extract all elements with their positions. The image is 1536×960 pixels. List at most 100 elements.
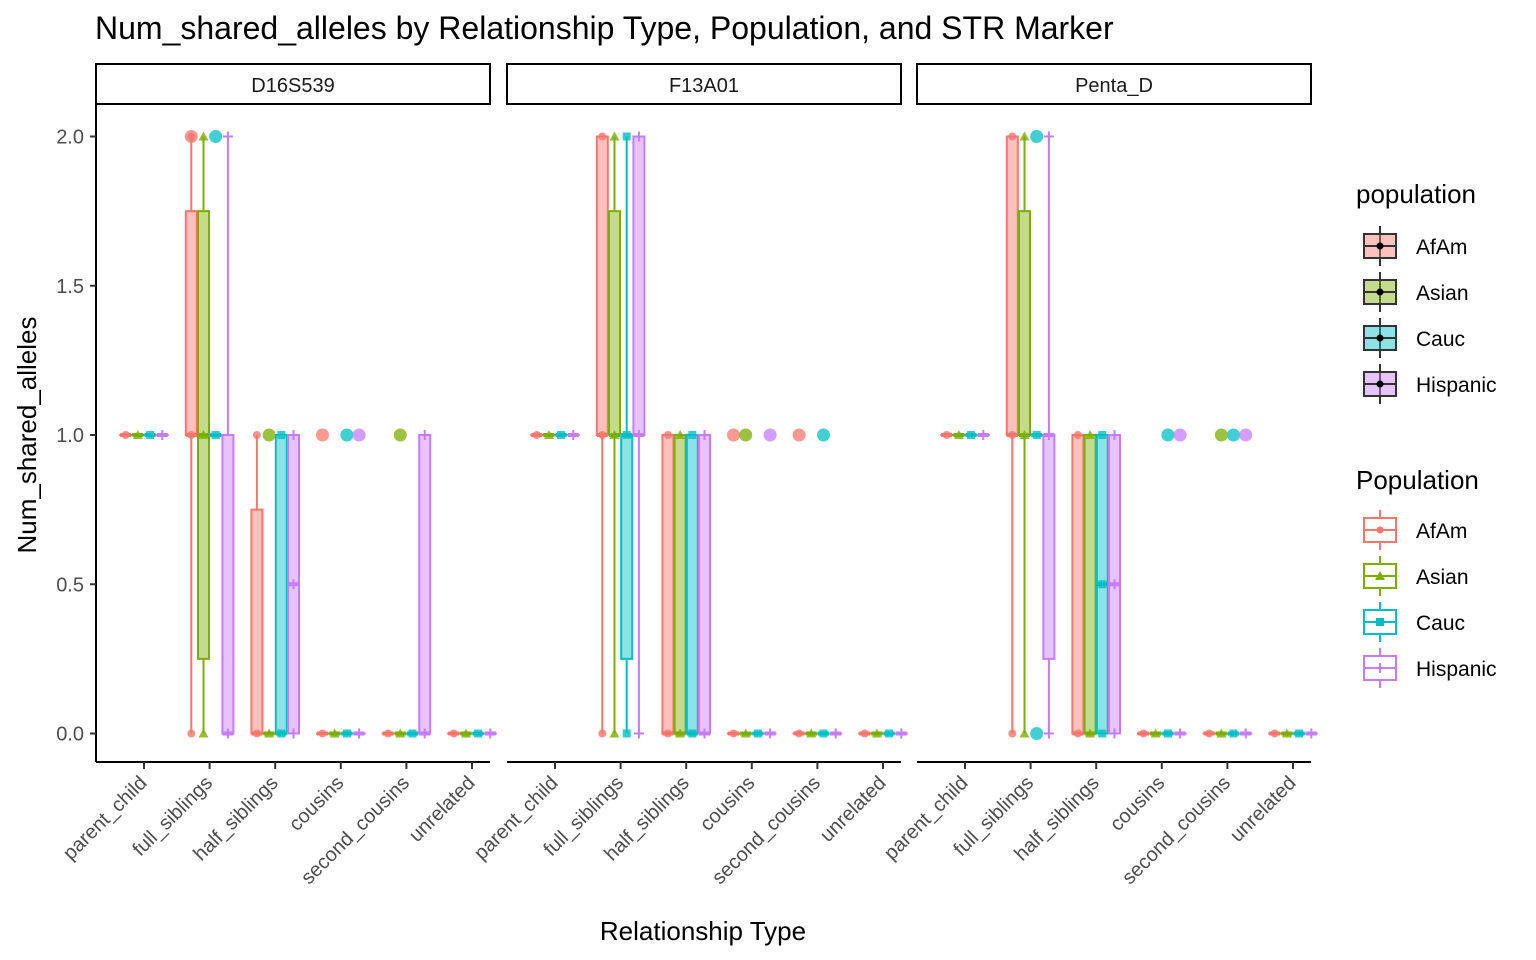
box-Cauc-unrelated (882, 729, 896, 738)
data-point (1229, 729, 1238, 738)
box-Cauc-half_siblings (1095, 431, 1109, 738)
facet-strip (95, 63, 491, 105)
legend-key-point (1376, 334, 1384, 342)
data-point (187, 431, 196, 439)
box-Asian-full_siblings (1018, 131, 1031, 738)
data-point (132, 430, 143, 439)
data-point (146, 431, 155, 439)
box-AfAm-half_siblings (661, 431, 675, 738)
data-point (1163, 729, 1172, 738)
data-point (663, 729, 672, 738)
data-point (277, 729, 286, 738)
box-Asian-second_cousins (804, 728, 818, 738)
data-point (1085, 728, 1096, 738)
data-point (609, 430, 620, 439)
data-point (688, 431, 697, 439)
box-Hispanic-full_siblings (221, 131, 235, 739)
legend-key-point (1375, 571, 1385, 580)
box-body (632, 135, 646, 436)
legend-key-point (1376, 526, 1384, 534)
box-Cauc-half_siblings (274, 431, 288, 738)
outlier-point (352, 428, 366, 442)
data-point (198, 728, 209, 738)
data-point (198, 430, 209, 439)
data-point (598, 431, 607, 439)
box-body (673, 434, 687, 735)
legend-color-label: Hispanic (1416, 658, 1497, 681)
box-Hispanic-cousins (763, 728, 777, 739)
legend: population AfAm Asian Cauc Hispanic Populat… (1356, 179, 1497, 688)
facet-strip-label: Penta_D (1075, 75, 1153, 97)
data-point (1139, 729, 1148, 738)
box-AfAm-cousins (316, 729, 329, 738)
box-body (250, 508, 264, 735)
data-point (598, 132, 607, 141)
outlier-point (340, 428, 354, 442)
box-Hispanic-cousins (352, 728, 366, 739)
box-body (608, 210, 621, 436)
legend-fill-label: Asian (1416, 282, 1469, 305)
box-Asian-parent_child (131, 430, 145, 439)
data-point (1019, 131, 1030, 141)
data-point (598, 729, 607, 738)
outlier-point (1030, 130, 1044, 143)
outlier-point (1161, 428, 1175, 442)
data-point (753, 729, 762, 738)
box-Hispanic-second_cousins (418, 430, 432, 739)
box-Hispanic-full_siblings (1042, 131, 1056, 739)
data-point (967, 431, 976, 439)
box-Cauc-parent_child (143, 431, 157, 439)
legend-color-label: Cauc (1416, 612, 1465, 635)
data-point (474, 729, 483, 738)
box-Hispanic-unrelated (483, 728, 497, 739)
legend-fill-keys: AfAm Asian Cauc Hispanic (1363, 226, 1497, 404)
box-Cauc-second_cousins (406, 729, 419, 738)
box-AfAm-full_siblings (184, 132, 198, 738)
box-Hispanic-unrelated (1304, 728, 1318, 739)
legend-color-key-AfAm: AfAm (1363, 510, 1467, 550)
data-point (395, 728, 406, 738)
chart-title: Num_shared_alleles by Relationship Type,… (95, 10, 1114, 46)
outlier-point (1227, 428, 1240, 442)
data-point (1216, 728, 1227, 738)
legend-fill-key-Hispanic: Hispanic (1363, 364, 1497, 404)
data-point (871, 728, 882, 738)
data-point (198, 131, 209, 141)
box-Hispanic-half_siblings (1108, 430, 1121, 739)
data-point (675, 430, 686, 439)
box-Asian-unrelated (870, 728, 884, 738)
box-AfAm-cousins (727, 729, 740, 738)
data-point (1295, 729, 1304, 738)
box-body (698, 434, 711, 735)
box-AfAm-second_cousins (792, 729, 806, 738)
box-Hispanic-parent_child (155, 430, 169, 440)
box-AfAm-unrelated (1268, 729, 1282, 738)
box-body (1018, 210, 1031, 436)
data-point (252, 431, 261, 439)
outlier-point (393, 428, 407, 442)
box-body (418, 434, 432, 735)
box-AfAm-parent_child (119, 431, 133, 439)
box-body (661, 434, 675, 735)
data-point (252, 729, 261, 738)
data-point (1098, 431, 1107, 439)
data-point (342, 729, 351, 738)
outlier-point (1214, 428, 1228, 442)
box-AfAm-half_siblings (250, 431, 264, 738)
y-tick-label: 0.5 (56, 574, 84, 596)
data-point (953, 430, 964, 439)
box-body (1042, 434, 1056, 660)
box-Asian-parent_child (542, 430, 556, 439)
outlier-point (1173, 428, 1187, 442)
box-Asian-half_siblings (1083, 430, 1097, 738)
box-Cauc-full_siblings (620, 132, 634, 738)
box-AfAm-parent_child (940, 431, 954, 439)
data-point (460, 728, 471, 738)
box-Cauc-full_siblings (209, 431, 223, 439)
box-Hispanic-second_cousins (1239, 728, 1253, 739)
legend-fill-label: Cauc (1416, 328, 1465, 351)
box-AfAm-cousins (1137, 729, 1150, 738)
data-point (1205, 729, 1214, 738)
box-Hispanic-cousins (1173, 728, 1187, 739)
